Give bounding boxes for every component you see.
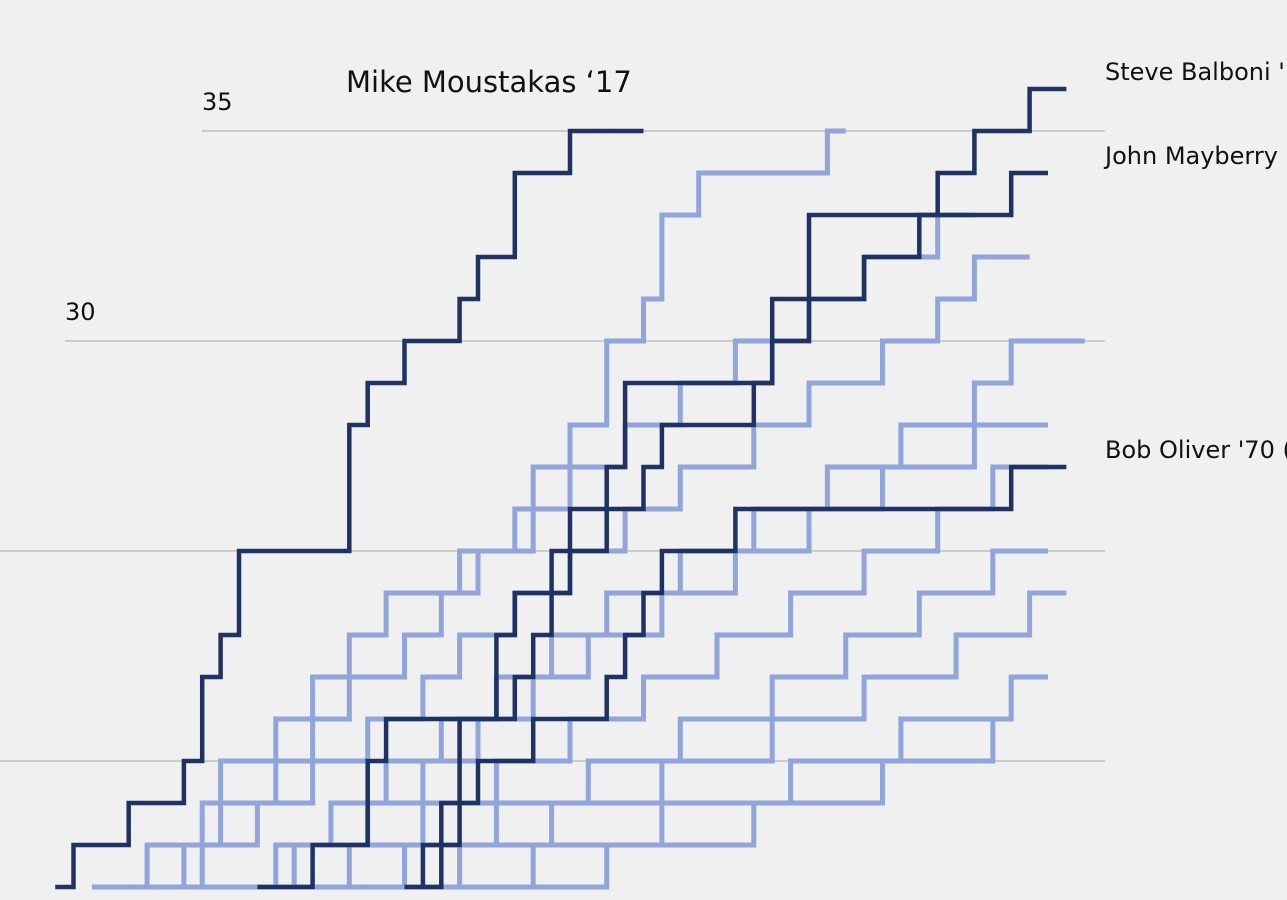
season-line (275, 464, 1048, 890)
lines (55, 86, 1085, 890)
season-line (367, 590, 1067, 890)
series-label: Bob Oliver '70 ( (1105, 436, 1287, 464)
season-line (202, 338, 1085, 890)
highlight-line (404, 170, 1048, 890)
season-line (478, 719, 996, 890)
season-line (422, 674, 1048, 890)
y-tick-label: 35 (202, 88, 233, 116)
labels: Mike Moustakas ‘17 Steve Balboni ' John Ma… (346, 58, 1287, 464)
y-tick-label: 30 (65, 298, 96, 326)
highlight-line (422, 464, 1067, 890)
series-label: Steve Balboni ' (1105, 58, 1285, 86)
series-label: Mike Moustakas ‘17 (346, 65, 632, 99)
season-line (91, 128, 846, 890)
series-label: John Mayberry (1103, 142, 1278, 170)
highlight-line (55, 128, 644, 890)
